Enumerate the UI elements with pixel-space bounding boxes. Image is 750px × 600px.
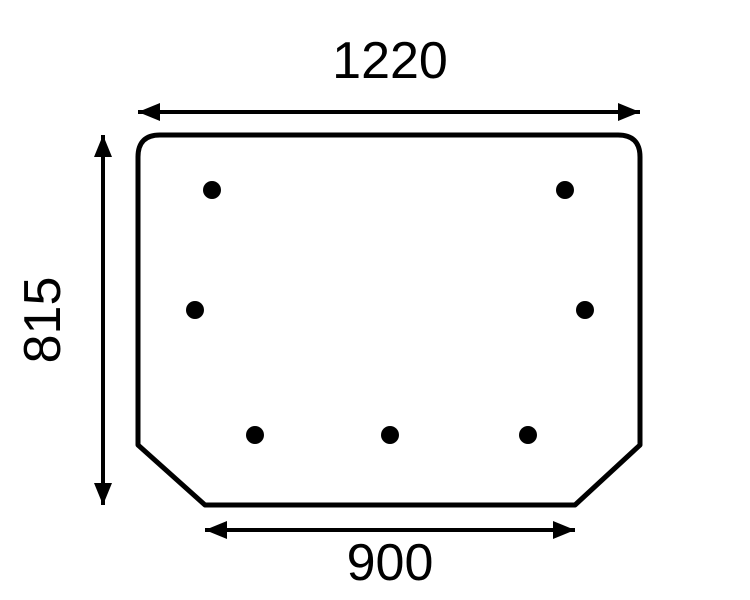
hole-5 [246, 426, 264, 444]
arrowhead [94, 135, 112, 157]
hole-6 [381, 426, 399, 444]
dim-bottom-value: 900 [347, 534, 434, 592]
hole-3 [186, 301, 204, 319]
arrowhead [94, 483, 112, 505]
hole-7 [519, 426, 537, 444]
hole-4 [576, 301, 594, 319]
dim-left-value: 815 [14, 277, 72, 364]
arrowhead [553, 521, 575, 539]
technical-drawing: 1220 815 900 [0, 0, 750, 600]
arrowhead [138, 103, 160, 121]
dim-top-value: 1220 [332, 32, 448, 90]
hole-2 [556, 181, 574, 199]
arrowhead [205, 521, 227, 539]
hole-1 [203, 181, 221, 199]
arrowhead [618, 103, 640, 121]
